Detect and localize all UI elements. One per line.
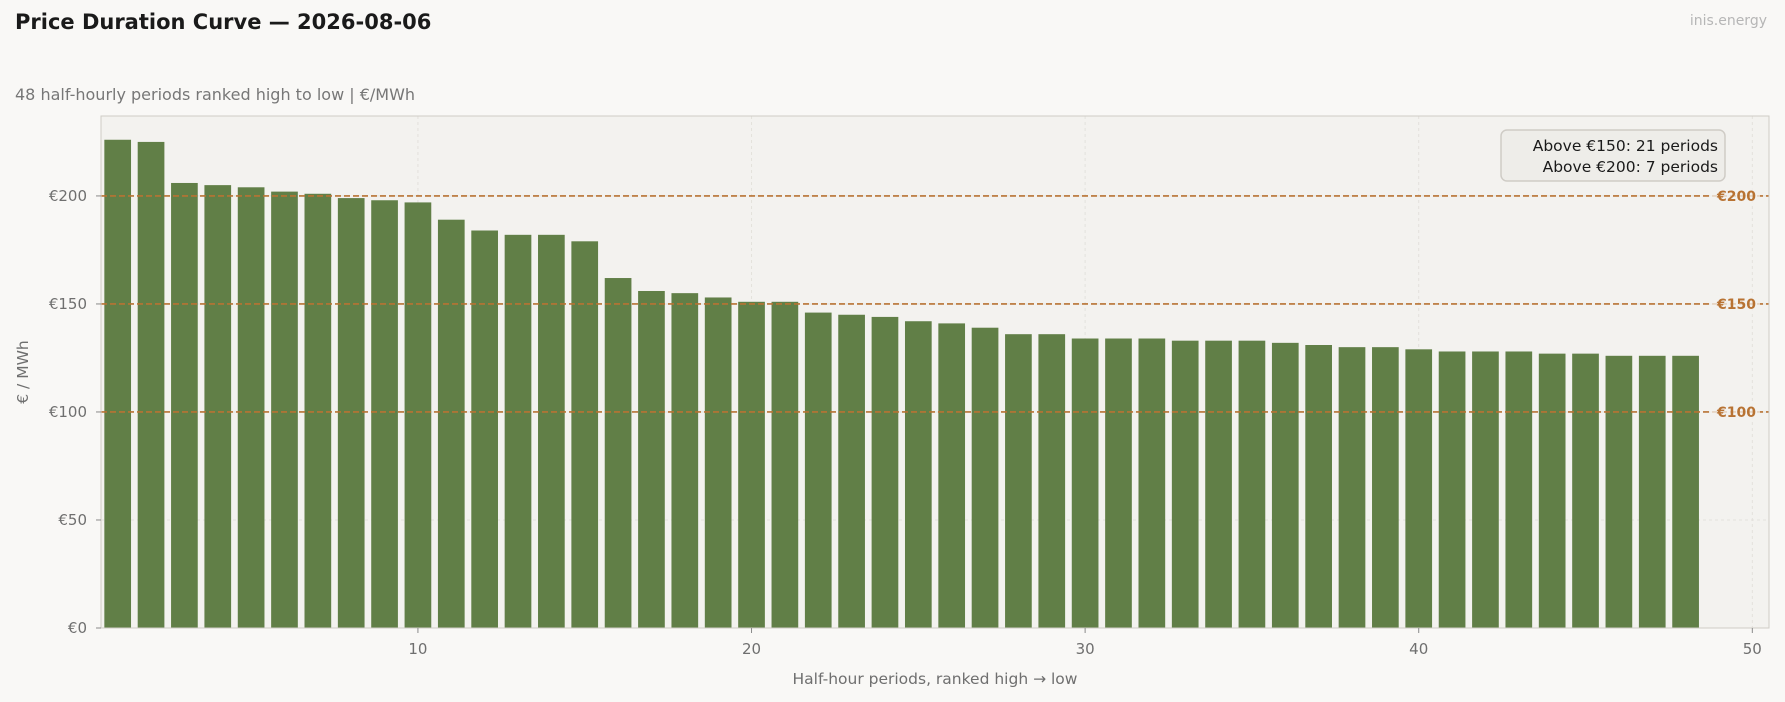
bar: [404, 202, 432, 628]
bar: [971, 327, 999, 628]
bar: [1405, 349, 1433, 628]
x-tick-label: 40: [1409, 640, 1428, 658]
x-axis-title: Half-hour periods, ranked high → low: [793, 670, 1078, 688]
bar: [571, 241, 599, 629]
bar: [838, 314, 865, 628]
bar: [204, 185, 232, 628]
bar: [771, 301, 799, 628]
bar: [1505, 351, 1533, 628]
annotation-line: Above €200: 7 periods: [1543, 158, 1718, 176]
bar: [137, 141, 165, 629]
bar: [1038, 334, 1066, 628]
bar: [538, 234, 565, 628]
bar: [1538, 353, 1566, 628]
x-tick-label: 20: [742, 640, 761, 658]
bar: [871, 316, 899, 628]
annotation-line: Above €150: 21 periods: [1533, 137, 1718, 155]
bar: [1472, 351, 1499, 628]
reference-label-background: [1710, 187, 1760, 204]
bar: [171, 182, 198, 628]
bar: [1005, 334, 1032, 628]
bar: [1238, 340, 1266, 628]
bar: [1372, 347, 1399, 628]
bar: [1605, 355, 1633, 628]
bar: [1071, 338, 1099, 628]
brand-label: inis.energy: [1689, 13, 1767, 29]
reference-line-label: €150: [1716, 297, 1756, 313]
chart-title: Price Duration Curve — 2026-08-06: [15, 10, 432, 34]
bar: [1271, 342, 1299, 628]
x-tick-label: 30: [1076, 640, 1095, 658]
y-axis-title: € / MWh: [14, 340, 32, 403]
plot-frame: [100, 115, 1770, 629]
bar: [804, 312, 832, 628]
bar: [738, 301, 765, 628]
bar: [638, 290, 665, 628]
bar: [237, 187, 265, 629]
x-tick-label: 50: [1743, 640, 1762, 658]
bar: [938, 323, 966, 628]
bar: [1205, 340, 1232, 628]
bar: [1171, 340, 1199, 628]
annotation-box: [1500, 129, 1726, 182]
bar: [337, 198, 365, 628]
x-tick-label: 10: [408, 640, 427, 658]
bar: [504, 234, 532, 628]
bar: [1338, 347, 1366, 628]
bar: [1572, 353, 1599, 628]
bar: [304, 193, 332, 628]
y-tick-label: €100: [49, 403, 87, 421]
bar: [437, 219, 465, 628]
bar: [1138, 338, 1166, 628]
y-tick-label: €200: [49, 187, 87, 205]
reference-label-background: [1710, 295, 1760, 312]
reference-line-label: €200: [1716, 189, 1756, 205]
chart-subtitle: 48 half-hourly periods ranked high to lo…: [15, 85, 416, 104]
bar: [1305, 345, 1332, 628]
y-tick-label: €50: [58, 511, 87, 529]
bar: [1438, 351, 1466, 628]
reference-line-label: €100: [1716, 405, 1756, 421]
y-tick-label: €150: [49, 295, 87, 313]
bar: [271, 191, 298, 629]
bar: [704, 297, 732, 628]
bar: [1105, 338, 1132, 628]
bar: [671, 293, 699, 628]
bar: [371, 200, 398, 628]
y-tick-label: €0: [68, 619, 87, 637]
bar: [1638, 355, 1666, 628]
bar: [604, 278, 632, 628]
bar: [104, 139, 132, 628]
reference-label-background: [1710, 403, 1760, 420]
bar: [1672, 355, 1699, 628]
bar: [471, 230, 498, 628]
bar: [904, 321, 932, 628]
